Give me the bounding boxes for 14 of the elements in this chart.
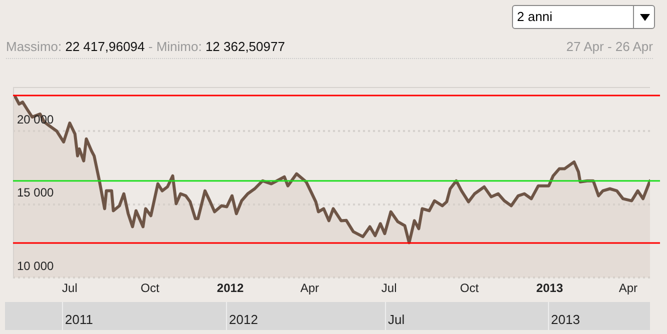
x-tick-label: Apr	[618, 281, 638, 296]
x-tick-label: Oct	[460, 281, 480, 296]
navigator-strip: 2011 2012 Jul 2013	[5, 302, 650, 330]
x-tick-label: 2013	[536, 281, 564, 296]
y-tick-label: 10 000	[17, 258, 54, 273]
x-tick-label: Jul	[381, 281, 397, 296]
period-dropdown: 2 anni	[512, 5, 655, 29]
x-tick-label: 2012	[216, 281, 244, 296]
x-tick-label: Apr	[300, 281, 320, 296]
chart-title: Massimo: 22 417,96094 - Minimo: 12 362,50977	[6, 39, 285, 54]
y-tick-label: 15 000	[17, 186, 54, 200]
text: 27 Apr - 26 Apr	[566, 39, 653, 54]
x-tick-label: Oct	[140, 281, 160, 296]
x-tick-label: Jul	[62, 281, 78, 296]
